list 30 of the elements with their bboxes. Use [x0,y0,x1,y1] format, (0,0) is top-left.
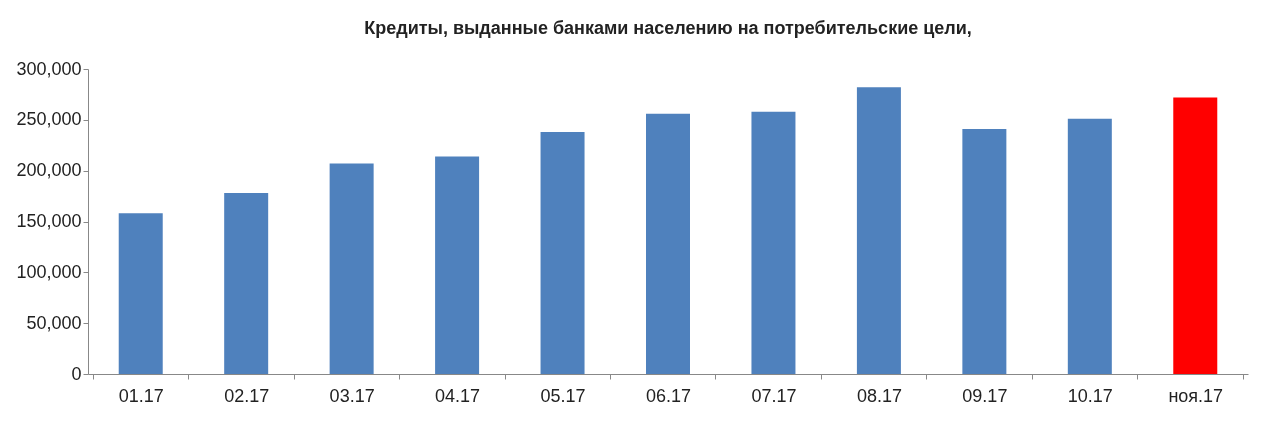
bar [118,213,163,374]
y-tick-label: 100,000 [16,261,82,282]
y-tick-label: 300,000 [16,58,82,79]
y-tick-label: 250,000 [16,109,82,130]
x-tick-label: 07.17 [751,385,797,406]
y-tick-label: 200,000 [16,160,82,181]
x-tick-label: 02.17 [224,385,270,406]
x-tick-label: 05.17 [540,385,586,406]
bar [962,128,1007,374]
bar [751,111,796,374]
bar [1067,118,1112,374]
chart-title: Кредиты, выданные банками населению на потребительские цели, [364,18,972,38]
bar [856,87,901,374]
x-tick-label: 08.17 [856,385,902,406]
bar [224,193,269,374]
x-tick-label: 06.17 [645,385,692,406]
y-tick-label: 50,000 [26,312,82,333]
x-tick-label: 03.17 [329,385,375,406]
bar [329,163,374,374]
bar [435,156,480,374]
bar [540,132,585,374]
x-tick-label: 01.17 [118,385,164,406]
y-tick-label: 0 [71,363,82,384]
x-tick-label: 09.17 [962,385,1008,406]
bar [1173,97,1218,374]
y-tick-label: 150,000 [16,211,82,231]
x-tick-label: 10.17 [1067,385,1113,406]
bar [646,113,690,374]
x-tick-label: 04.17 [435,385,481,406]
x-tick-label: ноя.17 [1168,385,1224,406]
